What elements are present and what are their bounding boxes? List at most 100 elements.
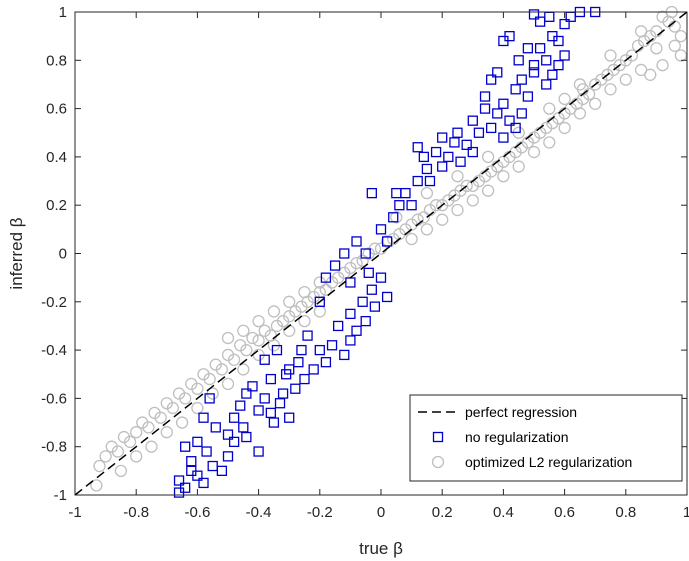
no-reg-point (366, 187, 377, 199)
no-reg-point (253, 405, 264, 416)
l2-point (298, 285, 311, 299)
l2-point (650, 42, 663, 55)
no-reg-point (375, 224, 387, 235)
no-reg-point (406, 200, 417, 211)
l2-point (436, 213, 449, 226)
y-tick-label: 0.2 (46, 197, 67, 214)
y-tick-label: 0.6 (46, 101, 67, 118)
l2-point (114, 464, 128, 478)
no-reg-point (186, 465, 197, 477)
no-reg-point (528, 9, 540, 20)
no-reg-point (541, 79, 552, 90)
l2-point (558, 92, 571, 106)
no-reg-point (180, 441, 191, 452)
no-reg-point (299, 373, 310, 385)
l2-point (111, 445, 124, 458)
no-reg-point (522, 91, 534, 102)
l2-point (240, 343, 253, 357)
no-reg-point (479, 91, 491, 102)
no-reg-point (461, 139, 472, 150)
x-tick-label: 0.2 (432, 504, 453, 521)
l2-point (656, 58, 669, 72)
no-reg-point (421, 163, 433, 175)
l2-point (350, 257, 363, 270)
l2-point (246, 331, 259, 345)
l2-point (481, 184, 495, 197)
l2-point (460, 179, 473, 193)
l2-point (634, 25, 648, 38)
l2-point (625, 49, 639, 62)
no-reg-point (180, 482, 191, 493)
y-tick-label: -0.8 (41, 439, 67, 456)
legend-square-marker (432, 431, 444, 443)
no-reg-point (547, 69, 558, 80)
l2-point (497, 170, 510, 183)
l2-point (589, 97, 602, 110)
l2-point (319, 283, 333, 296)
y-tick-label: 0.8 (46, 52, 67, 69)
l2-point (451, 170, 464, 183)
no-reg-point (479, 103, 491, 114)
l2-point (227, 353, 241, 366)
no-reg-point (351, 236, 362, 247)
no-reg-point (222, 429, 234, 440)
l2-point (543, 136, 556, 149)
no-reg-point (265, 373, 276, 385)
no-reg-point (333, 320, 344, 332)
no-reg-point (455, 156, 466, 167)
no-reg-point (363, 267, 374, 278)
legend-label-perfect-regression: perfect regression (465, 404, 577, 420)
no-reg-point (452, 127, 463, 138)
no-reg-point (391, 187, 402, 199)
l2-point (380, 235, 394, 248)
no-reg-point (173, 475, 185, 486)
l2-point (619, 73, 632, 86)
l2-point (674, 49, 688, 62)
no-reg-point (381, 291, 393, 303)
l2-point (543, 102, 556, 115)
l2-point (179, 392, 192, 405)
no-reg-point (204, 393, 215, 404)
no-reg-point (534, 43, 546, 54)
no-reg-point (253, 446, 264, 457)
no-reg-point (559, 50, 570, 61)
no-reg-point (274, 398, 286, 409)
l2-point (90, 479, 103, 492)
y-tick-label: -1 (54, 487, 67, 504)
no-reg-point (308, 364, 319, 375)
l2-point (604, 49, 617, 62)
l2-point (130, 426, 143, 439)
legend-label-no-regularization: no regularization (465, 429, 569, 445)
l2-point (191, 401, 204, 415)
l2-point (451, 203, 464, 217)
y-tick-label: -0.6 (41, 390, 67, 407)
l2-point (420, 223, 434, 236)
l2-point (175, 416, 189, 429)
no-reg-point (241, 431, 252, 443)
l2-point (390, 211, 403, 224)
no-reg-point (329, 260, 341, 271)
no-reg-point (486, 122, 497, 134)
l2-point (160, 426, 173, 439)
legend-box (409, 394, 683, 482)
no-reg-point (424, 175, 436, 187)
legend-label-l2-regularization: optimized L2 regularization (465, 454, 632, 470)
no-reg-point (284, 412, 295, 423)
no-reg-point (326, 340, 338, 351)
no-reg-point (504, 30, 515, 42)
y-tick-label: 0.4 (46, 149, 67, 166)
y-tick-label: 0 (59, 246, 67, 263)
no-reg-point (259, 393, 270, 404)
l2-point (512, 160, 525, 173)
x-tick-label: 1 (683, 504, 689, 521)
l2-point (298, 314, 311, 328)
no-reg-point (467, 115, 478, 126)
l2-point (123, 435, 137, 449)
no-reg-point (528, 59, 540, 71)
l2-point (145, 440, 158, 453)
l2-point (573, 107, 587, 120)
no-reg-point (486, 74, 497, 85)
no-reg-point (498, 132, 509, 143)
l2-point (252, 334, 265, 347)
l2-point (130, 450, 143, 463)
